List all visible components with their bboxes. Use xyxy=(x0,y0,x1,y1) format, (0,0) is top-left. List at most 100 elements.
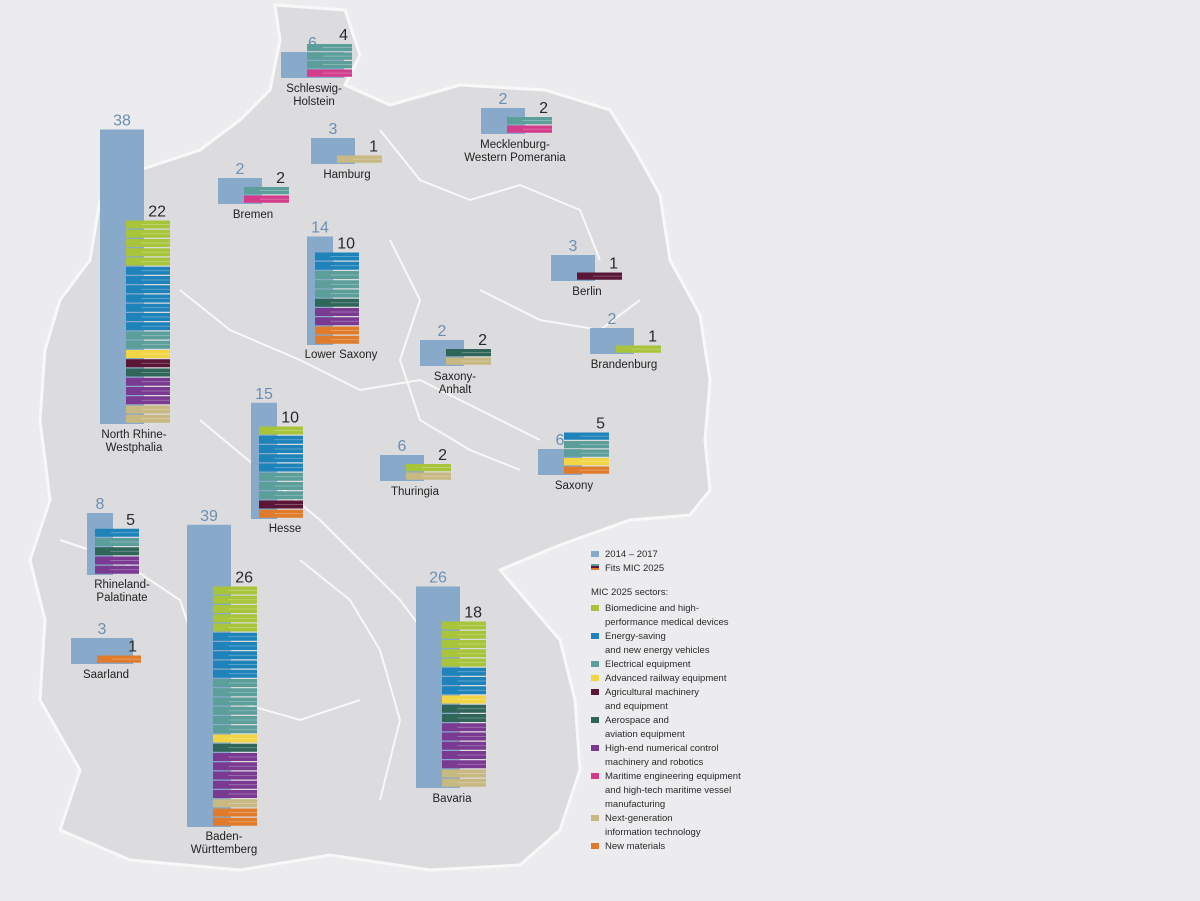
legend: 2014 – 2017 Fits MIC 2025 MIC 2025 secto… xyxy=(591,548,791,854)
mic-segment-aero xyxy=(213,743,257,752)
legend-sector-bio: Biomedicine and high- performance medica… xyxy=(591,602,791,630)
mic-segment-energy xyxy=(259,445,303,453)
mic-segment-energy xyxy=(442,677,486,685)
mic-segment-elec xyxy=(307,61,352,69)
mic-segment-elec xyxy=(126,340,170,349)
state-group: 3 1 Berlin xyxy=(551,238,622,298)
mic-segment-energy xyxy=(213,642,257,650)
mic-segment-energy xyxy=(315,252,359,261)
mic-segment-bio xyxy=(442,640,486,648)
total-count-label: 3 xyxy=(329,121,338,138)
mic-count-label: 2 xyxy=(539,100,548,117)
mic-segment-cnc xyxy=(126,396,170,405)
mic-segment-energy xyxy=(259,454,303,463)
mic-count-label: 2 xyxy=(276,170,285,187)
mic-segment-cnc xyxy=(213,771,257,780)
state-group: 8 5 Rhineland-Palatinate xyxy=(87,496,150,604)
legend-item-2014-2017: 2014 – 2017 xyxy=(591,548,791,562)
mic-segment-energy xyxy=(442,686,486,695)
mic-segment-agri xyxy=(577,272,622,280)
mic-count-label: 18 xyxy=(464,605,482,622)
state-group: 2 2 Bremen xyxy=(218,161,289,221)
mic-segment-it xyxy=(337,155,382,163)
legend-sector-mat: New materials xyxy=(591,840,791,854)
legend-sector-label: Maritime engineering equipment and high-… xyxy=(605,771,741,810)
mic-segment-cnc xyxy=(126,377,170,386)
state-name-label: Brandenburg xyxy=(591,359,658,371)
legend-sector-energy: Energy-saving and new energy vehicles xyxy=(591,630,791,658)
mic-segment-rail xyxy=(126,350,170,358)
mic-count-label: 1 xyxy=(609,256,618,273)
state-group: 15 10 Hesse xyxy=(251,386,303,535)
legend-sector-swatch xyxy=(591,661,599,667)
state-name-label: Hamburg xyxy=(323,169,370,181)
mic-count-label: 26 xyxy=(235,570,253,587)
mic-count-label: 22 xyxy=(148,204,166,221)
mic-segment-cnc xyxy=(442,741,486,750)
mic-segment-it xyxy=(446,357,491,365)
mic-count-label: 2 xyxy=(438,447,447,464)
total-count-label: 38 xyxy=(113,113,131,130)
mic-count-label: 10 xyxy=(337,236,355,253)
mic-segment-cnc xyxy=(95,565,139,574)
mic-segment-elec xyxy=(126,331,170,340)
state-group: 2 2 Mecklenburg-Western Pomerania xyxy=(464,91,566,164)
mic-segment-agri xyxy=(126,359,170,368)
state-name-label: Saarland xyxy=(83,669,129,681)
mic-segment-aero xyxy=(446,349,491,357)
legend-sector-label: High-end numerical control machinery and… xyxy=(605,743,719,768)
mic-segment-bio xyxy=(126,229,170,238)
mic-segment-bio xyxy=(213,614,257,623)
mic-segment-elec xyxy=(213,716,257,724)
mic-segment-cnc xyxy=(315,308,359,316)
mic-segment-energy xyxy=(442,667,486,676)
mic-segment-mat xyxy=(315,335,359,344)
mic-segment-energy xyxy=(564,432,609,440)
mic-segment-it xyxy=(442,769,486,778)
legend-label-mic: Fits MIC 2025 xyxy=(605,563,665,574)
state-name-label: North Rhine-Westphalia xyxy=(101,429,166,454)
mic-segment-marine xyxy=(244,195,289,203)
state-name-label: Bremen xyxy=(233,209,273,221)
mic-segment-bio xyxy=(126,239,170,247)
mic-segment-bio xyxy=(442,649,486,658)
mic-segment-aero xyxy=(315,298,359,307)
legend-sector-swatch xyxy=(591,689,599,695)
mic-segment-energy xyxy=(213,632,257,641)
state-border xyxy=(199,419,431,641)
state-name-label: Hesse xyxy=(269,523,302,535)
mic-segment-bio xyxy=(213,605,257,613)
legend-sector-label: Electrical equipment xyxy=(605,659,691,670)
mic-segment-marine xyxy=(307,69,352,77)
mic-count-label: 1 xyxy=(369,139,378,156)
mic-segment-bio xyxy=(126,257,170,266)
legend-sector-marine: Maritime engineering equipment and high-… xyxy=(591,770,791,812)
mic-segment-energy xyxy=(259,435,303,444)
mic-segment-elec xyxy=(259,472,303,481)
legend-swatch-2014-2017 xyxy=(591,551,599,557)
total-count-label: 2 xyxy=(608,311,617,328)
state-group: 3 1 Saarland xyxy=(71,621,141,681)
mic-segment-cnc xyxy=(126,387,170,395)
state-group: 3 1 Hamburg xyxy=(311,121,382,181)
legend-sector-swatch xyxy=(591,675,599,681)
mic-count-label: 1 xyxy=(648,329,657,346)
state-name-label: Baden-Württemberg xyxy=(191,831,257,856)
mic-segment-energy xyxy=(126,322,170,331)
mic-segment-bio xyxy=(213,595,257,604)
state-name-label: Saxony xyxy=(555,480,594,492)
total-count-label: 8 xyxy=(96,496,105,513)
mic-segment-mat xyxy=(315,326,359,335)
total-count-label: 2 xyxy=(236,161,245,178)
state-group: 6 5 Saxony xyxy=(538,416,609,492)
mic-segment-elec xyxy=(315,271,359,279)
mic-segment-aero xyxy=(126,368,170,377)
mic-segment-rail xyxy=(564,458,609,466)
mic-segment-mat xyxy=(213,817,257,826)
total-count-label: 3 xyxy=(569,238,578,255)
mic-segment-it xyxy=(126,405,170,414)
legend-sector-swatch xyxy=(591,633,599,639)
mic-count-label: 10 xyxy=(281,410,299,427)
